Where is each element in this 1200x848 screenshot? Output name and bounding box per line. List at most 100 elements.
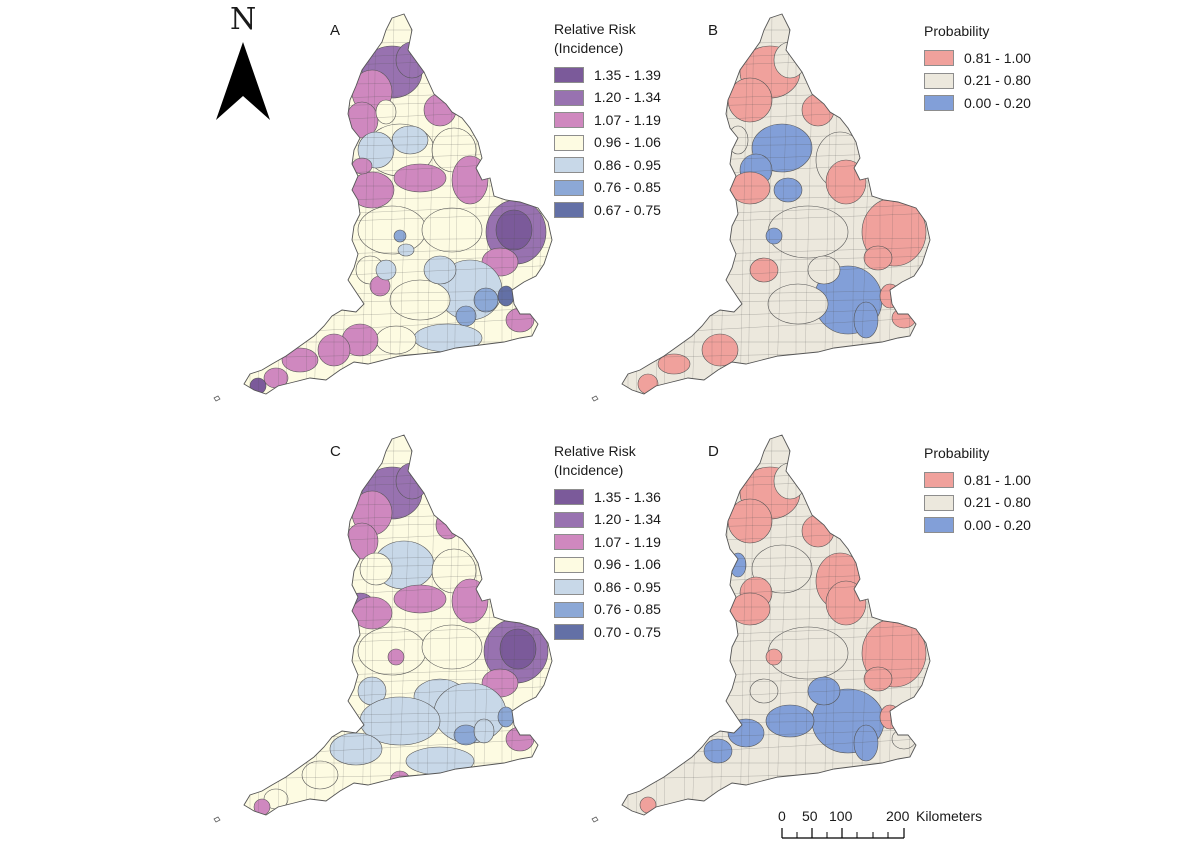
map-region: [375, 325, 417, 355]
scale-tick-200: 200: [886, 808, 910, 824]
legend-label: 0.81 - 1.00: [964, 49, 1031, 66]
legend-swatch: [554, 534, 584, 551]
map-region: [455, 512, 469, 530]
map-region: [301, 760, 339, 790]
legend-swatch: [554, 157, 584, 174]
legend-c-item: 1.07 - 1.19: [554, 531, 661, 554]
map-region: [863, 666, 893, 692]
legend-a-item: 0.86 - 0.95: [554, 154, 661, 177]
legend-b-item: 0.00 - 0.20: [924, 92, 1031, 115]
map-region: [393, 163, 447, 193]
map-region: [853, 724, 879, 762]
legend-swatch: [554, 511, 584, 528]
map-region: [879, 283, 901, 309]
legend-swatch: [924, 72, 954, 89]
map-region: [853, 301, 879, 339]
map-region: [773, 41, 807, 79]
map-region: [505, 307, 535, 333]
legend-a-item: 1.20 - 1.34: [554, 87, 661, 110]
legend-swatch: [554, 489, 584, 506]
map-region: [729, 552, 747, 578]
legend-label: 1.20 - 1.34: [594, 511, 661, 528]
legend-d-item: 0.21 - 0.80: [924, 492, 1031, 515]
map-region: [359, 552, 393, 586]
map-region: [263, 367, 289, 389]
legend-swatch: [924, 95, 954, 112]
legend-swatch: [554, 67, 584, 84]
map-region: [393, 584, 447, 614]
legend-label: 1.20 - 1.34: [594, 89, 661, 106]
map-region: [863, 245, 893, 271]
legend-label: 0.81 - 1.00: [964, 471, 1031, 488]
map-coastline: [243, 13, 553, 395]
map-region: [497, 285, 515, 307]
map-coastline: [621, 434, 931, 816]
legend-label: 0.67 - 0.75: [594, 201, 661, 218]
map-coastline: [243, 434, 553, 816]
legend-d-title: Probability: [924, 445, 990, 461]
legend-swatch: [924, 517, 954, 534]
map-region: [807, 676, 841, 706]
legend-c-item: 1.20 - 1.34: [554, 509, 661, 532]
panel-letter-c: C: [330, 443, 341, 460]
legend-a-item: 0.76 - 0.85: [554, 177, 661, 200]
map-region: [351, 596, 393, 630]
map-region: [435, 510, 461, 540]
map-region: [421, 207, 483, 253]
map-region: [473, 718, 495, 744]
map-panel-d: [591, 434, 931, 823]
legend-b-item: 0.21 - 0.80: [924, 70, 1031, 93]
legend-label: 0.76 - 0.85: [594, 179, 661, 196]
legend-swatch: [554, 202, 584, 219]
legend-swatch: [554, 556, 584, 573]
map-region: [773, 462, 807, 500]
map-isles: [213, 395, 221, 402]
map-region: [253, 798, 271, 815]
map-region: [495, 209, 533, 251]
legend-label: 0.21 - 0.80: [964, 72, 1031, 89]
map-region: [765, 648, 783, 666]
map-region: [879, 704, 901, 730]
map-region: [767, 283, 829, 325]
map-region: [391, 125, 429, 155]
map-isles: [213, 816, 221, 823]
scale-tick-50: 50: [802, 808, 818, 824]
map-region: [389, 279, 451, 321]
legend-label: 1.07 - 1.19: [594, 111, 661, 128]
legend-swatch: [554, 179, 584, 196]
map-isles: [591, 816, 599, 823]
legend-swatch: [554, 579, 584, 596]
legend-a-item: 0.67 - 0.75: [554, 199, 661, 222]
legend-c-item: 1.35 - 1.36: [554, 486, 661, 509]
map-region: [375, 259, 397, 281]
legend-c-item: 0.70 - 0.75: [554, 621, 661, 644]
north-arrow-letter: N: [230, 2, 257, 37]
legend-d-item: 0.81 - 1.00: [924, 469, 1031, 492]
scale-tick-100: 100: [829, 808, 853, 824]
map-region: [749, 678, 779, 704]
legend-swatch: [924, 472, 954, 489]
map-region: [657, 353, 691, 375]
map-region: [807, 255, 841, 285]
legend-label: 0.96 - 1.06: [594, 556, 661, 573]
legend-swatch: [554, 624, 584, 641]
legend-label: 1.35 - 1.36: [594, 488, 661, 505]
legend-a-title: Relative Risk (Incidence): [554, 21, 636, 56]
legend-d-item: 0.00 - 0.20: [924, 514, 1031, 537]
map-region: [497, 706, 515, 728]
legend-c-item: 0.86 - 0.95: [554, 576, 661, 599]
map-region: [387, 648, 405, 666]
legend-a-item: 0.96 - 1.06: [554, 132, 661, 155]
legend-a: Relative Risk (Incidence) 1.35 - 1.39 1.2…: [554, 20, 661, 222]
map-region: [421, 624, 483, 670]
legend-swatch: [924, 494, 954, 511]
map-region: [455, 305, 477, 327]
map-panel-a: [213, 13, 553, 402]
legend-c-item: 0.76 - 0.85: [554, 599, 661, 622]
panel-letter-b: B: [708, 22, 719, 39]
map-isles: [591, 395, 599, 402]
map-region: [765, 227, 783, 245]
map-region: [281, 347, 319, 373]
map-region: [413, 323, 483, 353]
legend-label: 1.35 - 1.39: [594, 66, 661, 83]
